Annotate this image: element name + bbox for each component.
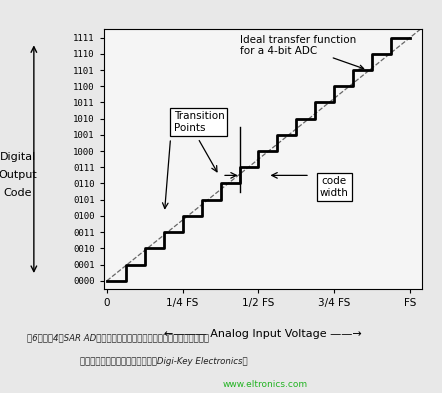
Text: Code: Code <box>4 187 32 198</box>
Text: 图6：理想4位SAR AD的传达函数或数字输出代码与模拟输入电压的关系: 图6：理想4位SAR AD的传达函数或数字输出代码与模拟输入电压的关系 <box>27 333 209 342</box>
Text: ←——— Analog Input Voltage ——→: ←——— Analog Input Voltage ——→ <box>164 329 362 339</box>
Text: code
width: code width <box>320 176 349 198</box>
Text: www.eltronics.com: www.eltronics.com <box>223 380 308 389</box>
Text: Digital: Digital <box>0 152 36 162</box>
Text: 图，应为一条直线。（图片来源：Digi-Key Electronics）: 图，应为一条直线。（图片来源：Digi-Key Electronics） <box>80 356 247 365</box>
Text: Ideal transfer function
for a 4-bit ADC: Ideal transfer function for a 4-bit ADC <box>240 35 364 69</box>
Text: Transition
Points: Transition Points <box>174 111 225 133</box>
Text: Output: Output <box>0 170 37 180</box>
